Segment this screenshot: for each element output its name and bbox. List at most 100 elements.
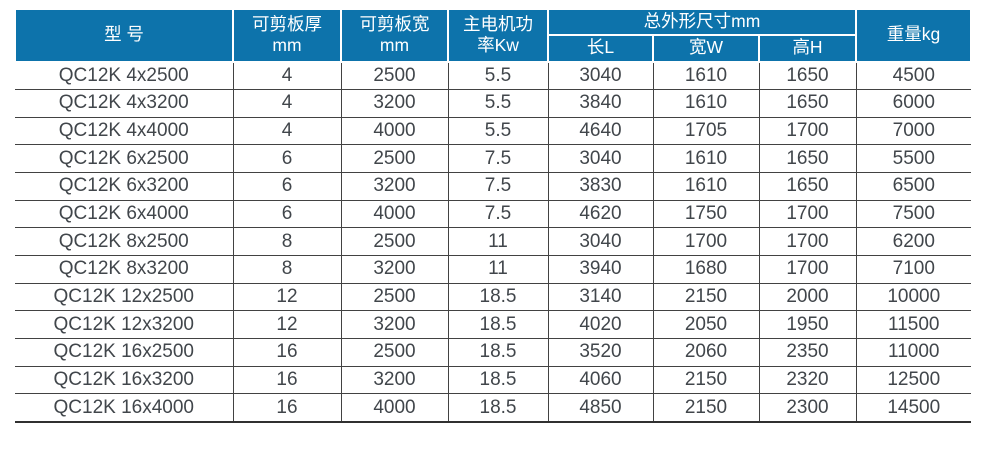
spec-table-header: 型 号 可剪板厚 mm 可剪板宽 mm 主电机功 率Kw 总外形尺寸mm <box>14 7 973 63</box>
cell-power: 7.5 <box>447 200 548 229</box>
cell-model: QC12K 16x3200 <box>15 366 233 395</box>
cell-width: 1610 <box>652 144 759 173</box>
cell-plate_width: 2500 <box>340 283 448 312</box>
cell-weight: 7000 <box>855 117 972 146</box>
cell-weight: 12500 <box>855 366 972 395</box>
cell-plate_width: 3200 <box>340 89 448 118</box>
table-row: QC12K 12x3200 12 3200 18.5 4020 2050 1950 11500 <box>15 310 972 340</box>
cell-height: 1650 <box>758 61 857 90</box>
spec-table-body: QC12K 4x2500 4 2500 5.5 3040 1610 1650 4500 QC12… <box>15 61 972 423</box>
cell-power: 18.5 <box>447 310 548 340</box>
cell-height: 1650 <box>758 172 857 201</box>
cell-height: 1700 <box>758 227 857 256</box>
cell-weight: 5500 <box>855 144 972 173</box>
table-row: QC12K 16x4000 16 4000 18.5 4850 2150 2300 14500 <box>15 393 972 423</box>
cell-plate_width: 3200 <box>340 366 448 395</box>
cell-power: 11 <box>447 255 548 284</box>
table-row: QC12K 4x3200 4 3200 5.5 3840 1610 1650 6000 <box>15 89 972 118</box>
cell-width: 1750 <box>652 200 759 229</box>
cell-plate_width: 2500 <box>340 61 448 90</box>
cell-height: 1650 <box>758 89 857 118</box>
cell-model: QC12K 12x2500 <box>15 283 233 312</box>
header-model: 型 号 <box>14 8 234 63</box>
cell-thickness: 8 <box>232 227 341 256</box>
table-row: QC12K 12x2500 12 2500 18.5 3140 2150 2000 10000 <box>15 283 972 312</box>
cell-power: 18.5 <box>447 393 548 423</box>
cell-width: 2060 <box>652 338 759 367</box>
header-weight: 重量kg <box>855 8 973 63</box>
table-row: QC12K 4x2500 4 2500 5.5 3040 1610 1650 4500 <box>15 61 972 90</box>
table-row: QC12K 4x4000 4 4000 5.5 4640 1705 1700 7000 <box>15 117 972 146</box>
cell-thickness: 4 <box>232 117 341 146</box>
cell-power: 18.5 <box>447 366 548 395</box>
cell-plate_width: 2500 <box>340 144 448 173</box>
cell-height: 2300 <box>758 393 857 423</box>
cell-width: 1610 <box>652 61 759 90</box>
cell-model: QC12K 12x3200 <box>15 310 233 340</box>
cell-width: 1700 <box>652 227 759 256</box>
cell-weight: 4500 <box>855 61 972 90</box>
cell-plate_width: 4000 <box>340 117 448 146</box>
cell-thickness: 12 <box>232 283 341 312</box>
cell-weight: 11000 <box>855 338 972 367</box>
table-row: QC12K 6x2500 6 2500 7.5 3040 1610 1650 5500 <box>15 144 972 173</box>
table-row: QC12K 6x3200 6 3200 7.5 3830 1610 1650 6500 <box>15 172 972 201</box>
cell-width: 2150 <box>652 393 759 423</box>
cell-weight: 14500 <box>855 393 972 423</box>
table-row: QC12K 16x3200 16 3200 18.5 4060 2150 2320 12500 <box>15 366 972 395</box>
cell-model: QC12K 6x2500 <box>15 144 233 173</box>
cell-model: QC12K 6x3200 <box>15 172 233 201</box>
cell-power: 7.5 <box>447 144 548 173</box>
cell-height: 1700 <box>758 255 857 284</box>
cell-length: 3040 <box>547 144 653 173</box>
cell-width: 1705 <box>652 117 759 146</box>
cell-length: 4620 <box>547 200 653 229</box>
cell-model: QC12K 6x4000 <box>15 200 233 229</box>
cell-weight: 11500 <box>855 310 972 340</box>
cell-model: QC12K 16x4000 <box>15 393 233 423</box>
cell-plate_width: 3200 <box>340 255 448 284</box>
header-row-1: 型 号 可剪板厚 mm 可剪板宽 mm 主电机功 率Kw 总外形尺寸mm <box>14 7 973 63</box>
header-row-2: 长L 宽W 高H <box>15 34 971 63</box>
cell-height: 2320 <box>758 366 857 395</box>
cell-power: 18.5 <box>447 338 548 367</box>
cell-length: 3940 <box>547 255 653 284</box>
cell-model: QC12K 8x3200 <box>15 255 233 284</box>
cell-width: 2150 <box>652 366 759 395</box>
header-height: 高H <box>757 34 858 63</box>
cell-length: 4850 <box>547 393 653 423</box>
cell-width: 2150 <box>652 283 759 312</box>
cell-thickness: 16 <box>232 366 341 395</box>
cell-plate_width: 4000 <box>340 200 448 229</box>
cell-power: 5.5 <box>447 61 548 90</box>
cell-weight: 7500 <box>855 200 972 229</box>
cell-power: 7.5 <box>447 172 548 201</box>
cell-length: 4640 <box>547 117 653 146</box>
cell-thickness: 4 <box>232 61 341 90</box>
header-width: 宽W <box>652 34 760 63</box>
cell-height: 2000 <box>758 283 857 312</box>
cell-thickness: 16 <box>232 393 341 423</box>
cell-thickness: 6 <box>232 172 341 201</box>
cell-thickness: 16 <box>232 338 341 367</box>
cell-length: 4020 <box>547 310 653 340</box>
table-row: QC12K 8x3200 8 3200 11 3940 1680 1700 7100 <box>15 255 972 284</box>
cell-power: 5.5 <box>447 117 548 146</box>
cell-length: 3040 <box>547 61 653 90</box>
cell-length: 3840 <box>547 89 653 118</box>
cell-thickness: 4 <box>232 89 341 118</box>
cell-plate_width: 2500 <box>340 227 448 256</box>
header-length: 长L <box>547 34 654 63</box>
cell-model: QC12K 4x3200 <box>15 89 233 118</box>
cell-plate_width: 3200 <box>340 310 448 340</box>
header-plate-width: 可剪板宽 mm <box>340 8 449 63</box>
header-dimensions-group: 总外形尺寸mm <box>546 7 858 37</box>
cell-weight: 10000 <box>855 283 972 312</box>
spec-table-container: 型 号 可剪板厚 mm 可剪板宽 mm 主电机功 率Kw 总外形尺寸mm <box>14 7 973 423</box>
cell-plate_width: 2500 <box>340 338 448 367</box>
cell-power: 18.5 <box>447 283 548 312</box>
cell-model: QC12K 4x2500 <box>15 61 233 90</box>
cell-height: 2350 <box>758 338 857 367</box>
cell-length: 4060 <box>547 366 653 395</box>
